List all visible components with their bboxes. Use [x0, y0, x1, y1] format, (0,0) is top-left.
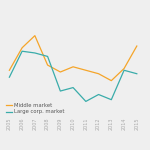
- Legend: Middle market, Large corp. market: Middle market, Large corp. market: [6, 103, 64, 114]
